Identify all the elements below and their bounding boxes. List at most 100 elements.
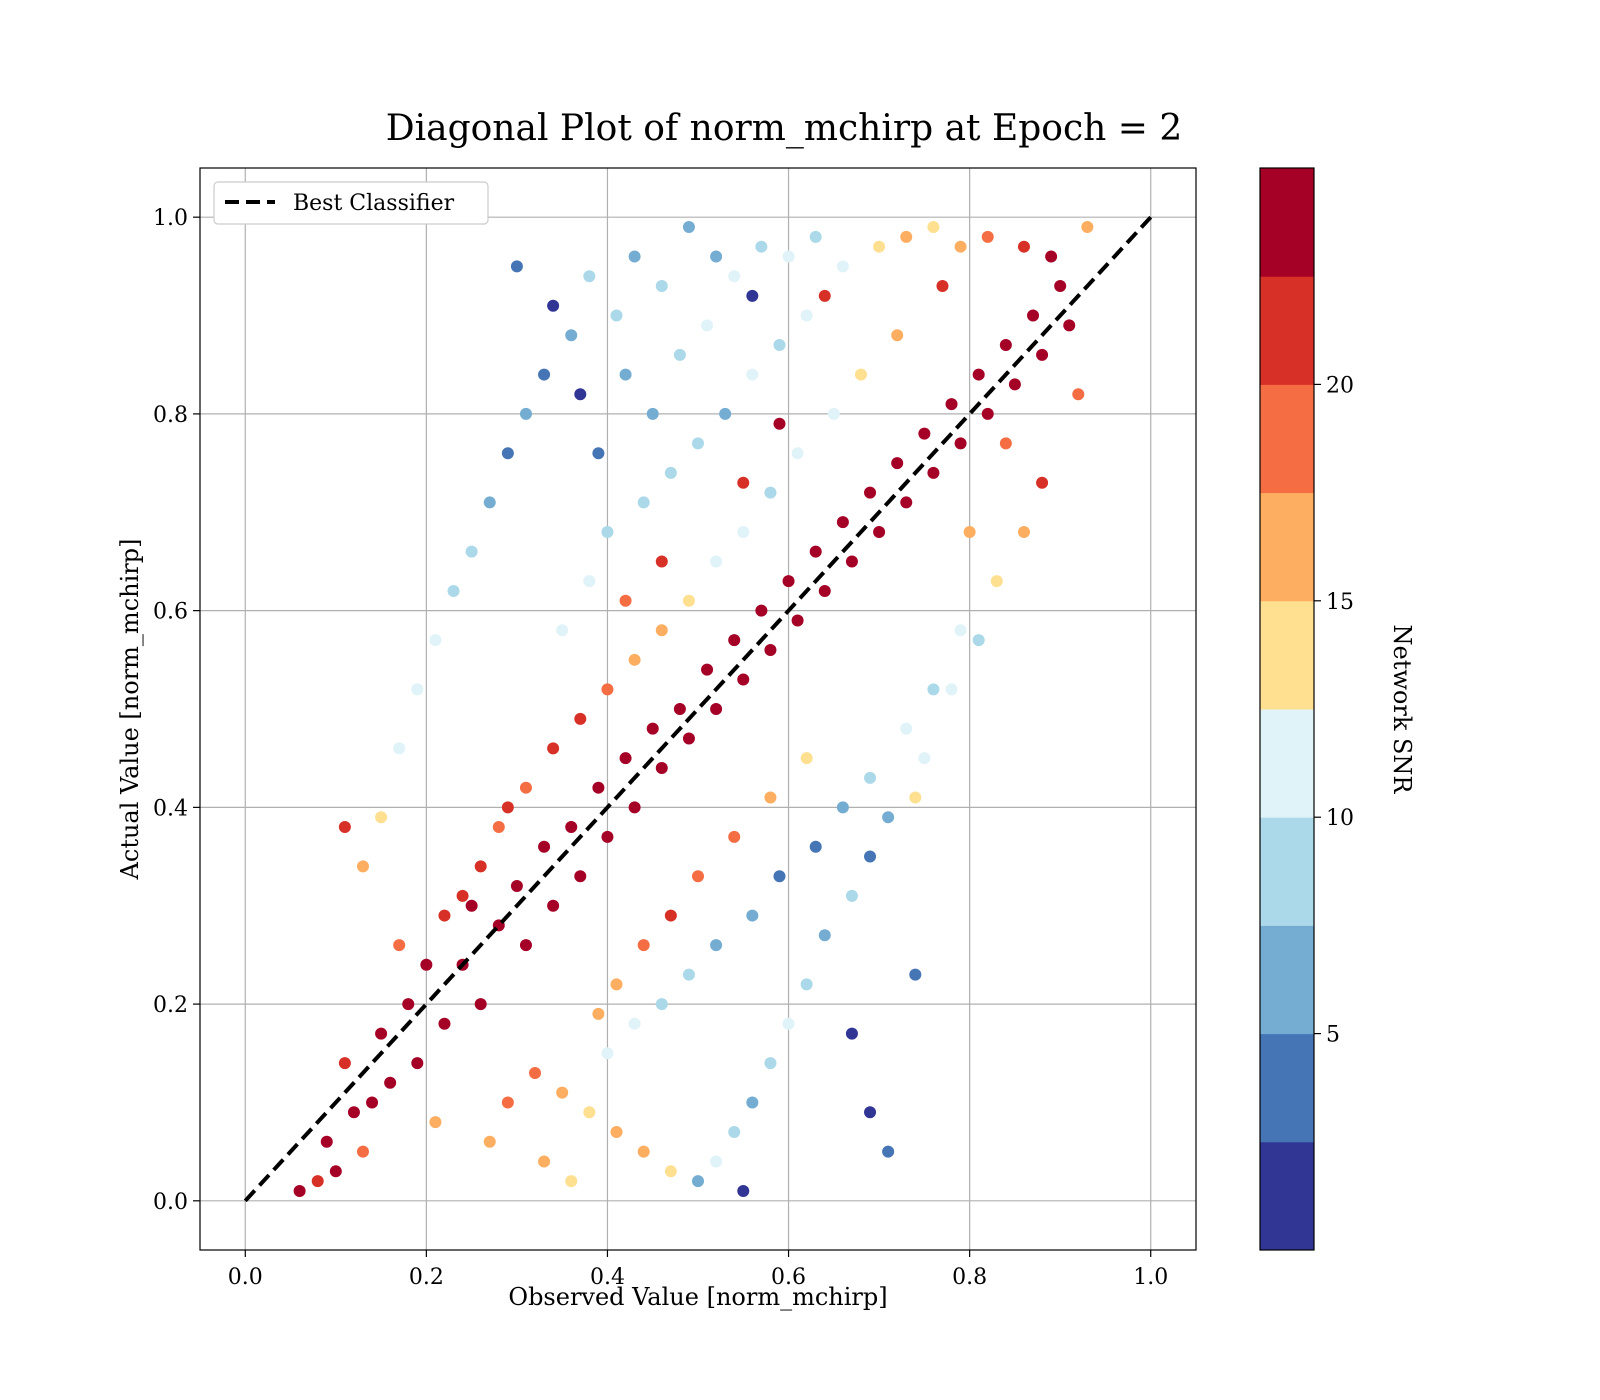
scatter-point [565,329,578,342]
scatter-point [954,624,967,637]
legend-label: Best Classifier [293,191,455,216]
scatter-point [492,821,505,834]
scatter-point [981,230,994,243]
scatter-point [864,486,877,499]
scatter-point [701,319,714,332]
scatter-point [438,1017,451,1030]
scatter-point [429,1116,442,1129]
scatter-point [737,673,750,686]
scatter-point [1045,250,1058,263]
scatter-point [864,771,877,784]
scatter-point [411,1057,424,1070]
scatter-point [764,486,777,499]
scatter-point [773,339,786,352]
scatter-point [384,1076,397,1089]
scatter-point [519,407,532,420]
scatter-point [655,762,668,775]
scatter-point [746,909,759,922]
scatter-point [592,781,605,794]
scatter-point [311,1175,324,1188]
scatter-point [854,368,867,381]
scatter-point [356,1145,369,1158]
scatter-point [1017,525,1030,538]
scatter-point [655,555,668,568]
y-axis-ticks: 0.0 0.2 0.4 0.6 0.8 1.0 [153,206,200,1215]
scatter-point [592,1007,605,1020]
scatter-point [737,476,750,489]
scatter-point [1081,221,1094,234]
scatter-point [900,496,913,509]
scatter-point [646,722,659,735]
scatter-point [746,368,759,381]
scatter-point [927,221,940,234]
scatter-point [882,1145,895,1158]
scatter-point [918,752,931,765]
scatter-point [538,1155,551,1168]
scatter-point [628,1017,641,1030]
scatter-point [836,801,849,814]
scatter-point [393,742,406,755]
scatter-point [356,860,369,873]
scatter-point [601,525,614,538]
x-tick-label: 0.6 [771,1265,806,1290]
scatter-point [619,368,632,381]
colorbar-ticks: 5 10 15 20 [1314,373,1354,1048]
x-axis-ticks: 0.0 0.2 0.4 0.6 0.8 1.0 [228,1250,1168,1290]
scatter-point [764,791,777,804]
scatter-point [873,525,886,538]
scatter-point [782,1017,795,1030]
scatter-point [637,496,650,509]
scatter-point [1008,378,1021,391]
scatter-point [619,752,632,765]
scatter-point [601,830,614,843]
scatter-point [438,909,451,922]
colorbar-tick-label: 5 [1326,1023,1340,1048]
scatter-point [574,388,587,401]
scatter-point [972,634,985,647]
scatter-point [873,240,886,253]
y-tick-label: 0.4 [153,796,188,821]
colorbar: 5 10 15 20 Network SNR [1259,167,1416,1251]
scatter-point [655,998,668,1011]
scatter-point [900,722,913,735]
scatter-point [655,624,668,637]
scatter-point [818,289,831,302]
scatter-point [746,1096,759,1109]
scatter-point [673,348,686,361]
scatter-point [764,643,777,656]
scatter-point [682,732,695,745]
scatter-point [800,752,813,765]
scatter-point [999,339,1012,352]
scatter-point [646,407,659,420]
scatter-point [547,899,560,912]
plot-border [199,167,1197,1251]
scatter-point [519,781,532,794]
scatter-point [637,939,650,952]
scatter-point [891,329,904,342]
legend: Best Classifier [213,181,489,225]
scatter-point [628,801,641,814]
scatter-point [664,466,677,479]
scatter-point [972,368,985,381]
scatter-point [1072,388,1085,401]
scatter-point [1054,280,1067,293]
scatter-point [773,870,786,883]
scatter-point [692,437,704,450]
scatter-point [565,821,578,834]
scatter-point [510,880,523,893]
scatter-point [538,840,551,853]
scatter-point [954,240,967,253]
scatter-point [402,998,415,1011]
scatter-point [909,968,922,981]
colorbar-tick-label: 15 [1326,590,1354,615]
scatter-points [293,221,1094,1197]
scatter-point [601,683,614,696]
scatter-point [628,653,641,666]
scatter-point [800,978,813,991]
scatter-point [628,250,641,263]
plot-area: 0.0 0.2 0.4 0.6 0.8 1.0 0.0 0.2 0.4 0.6 0.8 1.0 Be… [153,167,1197,1290]
scatter-point [474,998,487,1011]
scatter-point [981,407,994,420]
scatter-point [710,703,723,715]
scatter-point [320,1135,333,1148]
